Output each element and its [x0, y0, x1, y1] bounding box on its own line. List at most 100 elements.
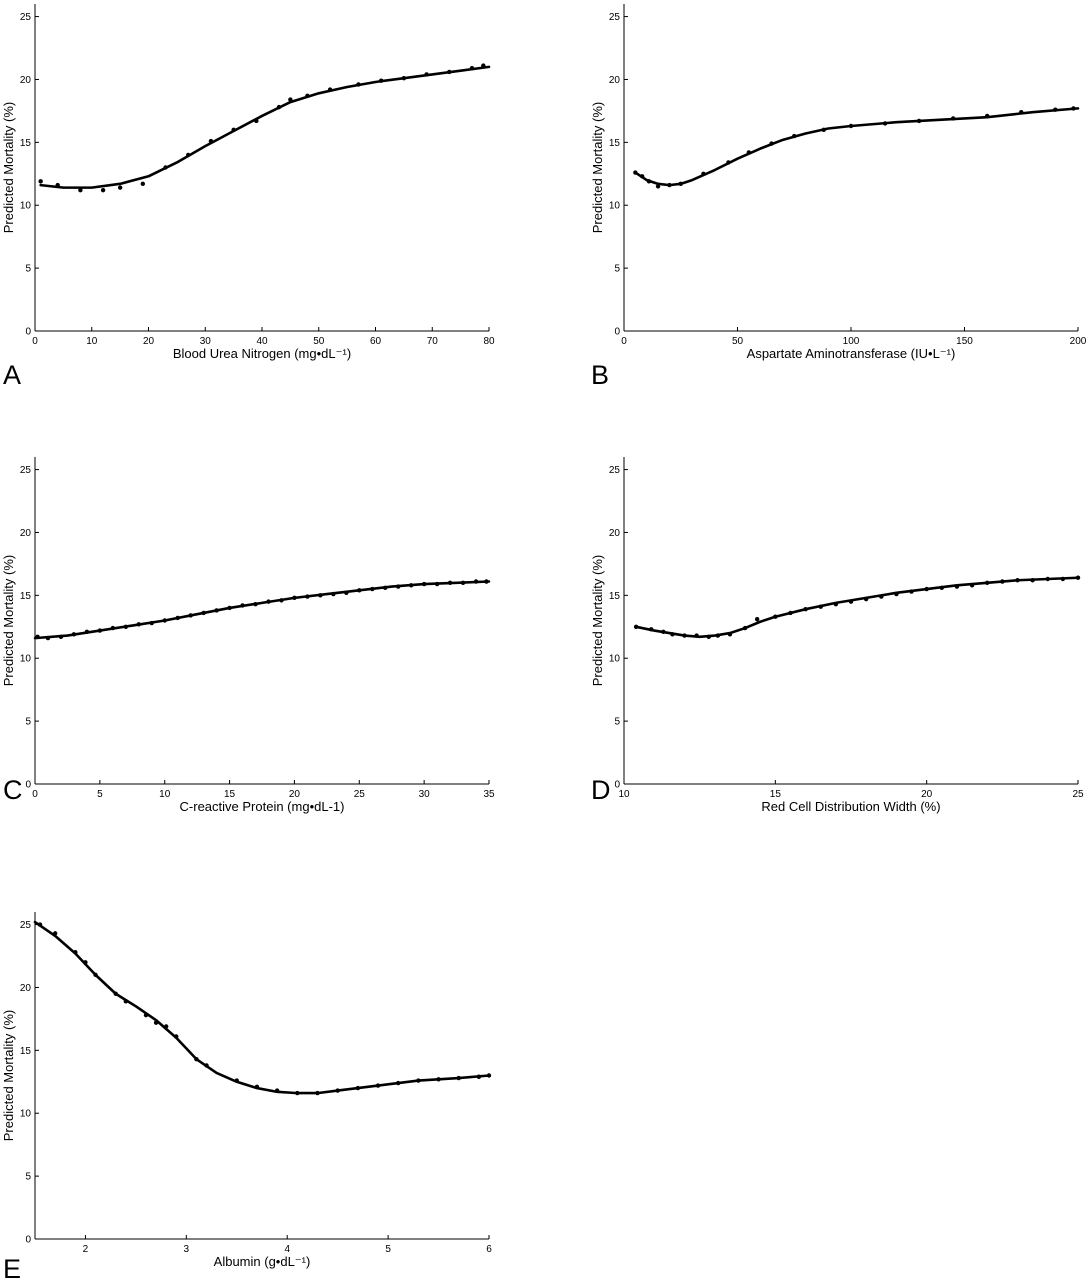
panel-a-x-axis-label: Blood Urea Nitrogen (mg•dL⁻¹) [173, 346, 351, 361]
panel-e-data-point [234, 1078, 239, 1083]
panel-c-data-point [97, 628, 103, 633]
panel-b-data-point [1019, 109, 1024, 115]
panel-e-curve [33, 920, 491, 1095]
panel-e-data-point [315, 1090, 320, 1096]
panel-a-x-tick-label: 30 [200, 336, 212, 347]
panel-a-y-tick-label: 15 [20, 138, 32, 149]
panel-e-data-point [113, 991, 118, 996]
panel-c-data-point [149, 620, 154, 626]
panel-b-data-point [916, 118, 922, 124]
panel-c-data-point [162, 618, 167, 623]
panel-a-x-tick-label: 40 [256, 336, 268, 347]
panel-d-data-point [1045, 576, 1050, 582]
panel-e-y-tick-label: 5 [25, 1172, 31, 1183]
panel-c-data-point [370, 586, 375, 592]
panel-d-y-tick-label: 10 [609, 654, 621, 665]
panel-b-y-axis-label: Predicted Mortality (%) [590, 102, 605, 233]
panel-a-x-tick-label: 0 [32, 336, 38, 347]
panel-e-data-point [456, 1075, 461, 1081]
panel-d-data-point [742, 625, 748, 631]
panel-e-data-point [436, 1077, 441, 1082]
panel-e-y-tick-label: 0 [25, 1235, 31, 1246]
panel-d-data-point [754, 617, 760, 622]
panel-d-data-point [694, 633, 699, 638]
panel-b-data-point [769, 141, 774, 146]
panel-d-y-tick-label: 5 [614, 717, 620, 728]
panel-b-x-axis-label: Aspartate Aminotransferase (IU•L⁻¹) [747, 346, 956, 361]
panel-d-data-point [682, 633, 687, 638]
panel-a-curve [39, 65, 491, 189]
panel-a-x-tick-label: 70 [427, 336, 439, 347]
panel-e-data-point [123, 999, 128, 1004]
panel-a-data-point [288, 97, 293, 102]
panel-e-data-point [194, 1056, 199, 1062]
panel-e-y-axis-label: Predicted Mortality (%) [1, 1010, 16, 1141]
panel-a-data-point [208, 138, 214, 144]
panel-e-data-point [52, 931, 58, 936]
panel-a-data-point [163, 165, 168, 170]
panel-c-y-axis-label: Predicted Mortality (%) [1, 555, 16, 686]
panel-d-curve [634, 576, 1080, 639]
panel-e-data-point [254, 1084, 260, 1090]
panel-d-data-point [833, 601, 839, 607]
panel-e-x-tick-label: 3 [184, 1244, 190, 1255]
panel-c: 0 5 10 15 20 25 0 5 10 15 20 25 30 35 C-reactive Prote… [1, 457, 495, 814]
panel-a-data-point [378, 78, 384, 83]
panel-a-x-tick-label: 10 [86, 336, 98, 347]
panel-c-x-tick-label: 15 [224, 789, 236, 800]
panel-e-x-tick-label: 2 [83, 1244, 89, 1255]
panel-d-y-tick-label: 25 [609, 465, 621, 476]
panel-d-data-point [706, 634, 711, 640]
panel-d-data-point [1060, 576, 1066, 582]
panel-a-data-point [117, 185, 123, 190]
panel-c-data-point [253, 601, 258, 607]
panel-e-data-point [335, 1088, 340, 1093]
panel-e-data-point [153, 1020, 159, 1025]
panel-b-data-point [726, 160, 731, 165]
panel-d-letter: D [591, 775, 611, 805]
panel-b-y-tick-label: 15 [609, 138, 621, 149]
panel-c-x-axis-label: C-reactive Protein (mg•dL-1) [180, 799, 345, 814]
panel-c-y-tick-label: 5 [25, 717, 31, 728]
panel-c-data-point [45, 635, 51, 641]
panel-d-x-tick-label: 25 [1072, 789, 1084, 800]
panel-d-data-point [788, 610, 793, 616]
panel-a-data-point [140, 181, 146, 187]
panel-d-data-point [1000, 579, 1005, 584]
panel-a-y-tick-label: 5 [25, 264, 31, 275]
panel-d-data-point [909, 589, 914, 594]
panel-e-data-point [174, 1034, 179, 1039]
panel-b: 0 5 10 15 20 25 0 50 100 150 200 Aspartate Aminotra… [590, 4, 1087, 390]
panel-e-data-point [295, 1090, 300, 1096]
panel-e-letter: E [3, 1254, 21, 1280]
panel-e-data-point [93, 972, 98, 978]
panel-d-x-tick-label: 20 [921, 789, 933, 800]
panel-c-data-point [35, 634, 40, 640]
panel-e-data-point [375, 1083, 381, 1088]
panel-e-x-axis-label: Albumin (g•dL⁻¹) [214, 1254, 311, 1269]
panel-a-data-point [305, 93, 310, 99]
panel-c-y-tick-label: 10 [20, 654, 32, 665]
panel-a-data-point [401, 76, 407, 81]
panel-c-x-tick-label: 5 [97, 789, 103, 800]
panel-d-data-point [1015, 578, 1020, 583]
panel-c-curve [33, 580, 491, 640]
panel-d-data-point [661, 629, 666, 635]
panel-a-data-point [469, 65, 475, 71]
panel-d-y-tick-label: 0 [614, 780, 620, 791]
panel-e-data-point [396, 1080, 401, 1086]
panel-c-data-point [227, 605, 232, 611]
panel-c-x-tick-label: 10 [159, 789, 171, 800]
panel-d-data-point [954, 584, 960, 589]
panel-b-data-point [792, 133, 797, 139]
panel-b-data-point [646, 179, 652, 184]
panel-b-x-tick-label: 200 [1070, 336, 1087, 347]
panel-d: 0 5 10 15 20 25 10 15 20 25 Red Cell Distribution … [590, 457, 1084, 814]
panel-a-x-tick-label: 60 [370, 336, 382, 347]
panel-e-y-tick-label: 20 [20, 983, 32, 994]
panel-c-data-point [58, 634, 64, 640]
panel-a-y-axis-label: Predicted Mortality (%) [1, 102, 16, 233]
panel-a-data-point [100, 187, 106, 193]
panel-e-data-point [274, 1088, 280, 1093]
